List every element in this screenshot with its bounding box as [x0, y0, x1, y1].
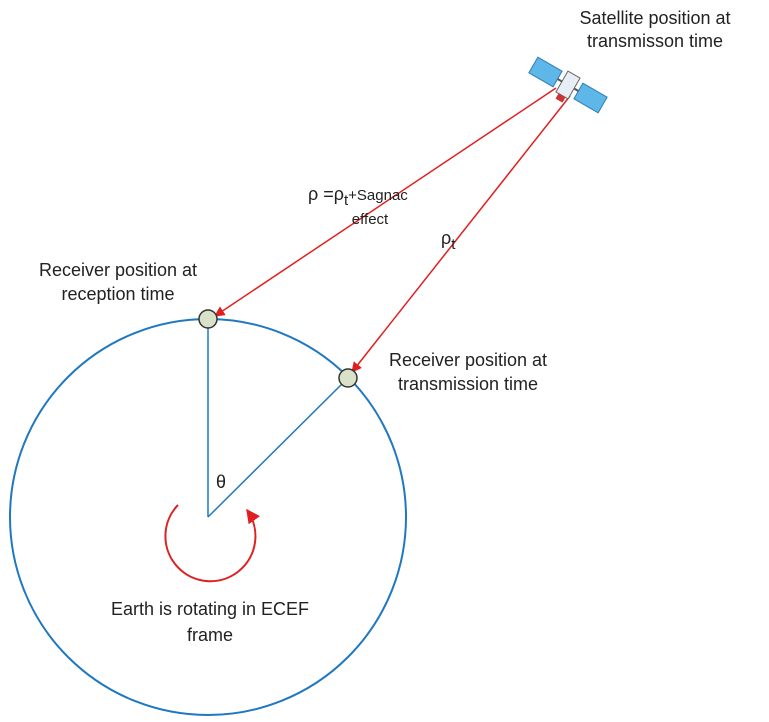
transmission-label: Receiver position at transmission time	[389, 350, 547, 394]
rho-label: effect	[352, 211, 389, 228]
receiver-point	[338, 368, 358, 388]
satellite-icon	[528, 56, 608, 114]
range-arrow	[214, 87, 557, 317]
earth-label: Earth is rotating in ECEF frame	[111, 599, 309, 645]
rho-label: ρ =ρt+Sagnac	[308, 184, 408, 209]
theta-label: θ	[216, 472, 226, 492]
receiver-point	[198, 309, 218, 329]
range-arrow	[351, 95, 571, 373]
rotation-arrow	[164, 504, 261, 583]
satellite-label: Satellite position at transmisson time	[579, 8, 730, 51]
reception-label: Receiver position at reception time	[39, 260, 197, 304]
rho-t-label: ρt	[441, 228, 456, 253]
radius-line	[207, 377, 349, 518]
